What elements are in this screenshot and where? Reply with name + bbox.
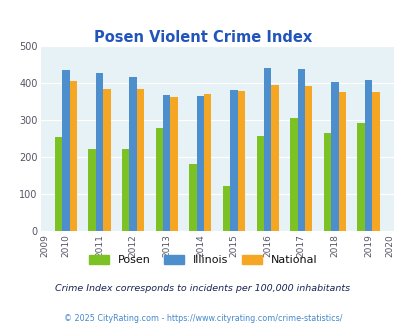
Bar: [62, 70, 69, 231]
Bar: [122, 149, 129, 231]
Text: © 2025 CityRating.com - https://www.cityrating.com/crime-statistics/: © 2025 CityRating.com - https://www.city…: [64, 314, 341, 323]
Bar: [371, 92, 379, 231]
Bar: [256, 136, 263, 231]
Bar: [263, 68, 271, 231]
Bar: [189, 164, 196, 231]
Bar: [129, 77, 136, 231]
Bar: [96, 73, 103, 231]
Bar: [237, 90, 245, 231]
Bar: [271, 84, 278, 231]
Legend: Posen, Illinois, National: Posen, Illinois, National: [89, 255, 316, 265]
Bar: [338, 92, 345, 231]
Bar: [136, 89, 144, 231]
Bar: [196, 96, 204, 231]
Bar: [170, 97, 177, 231]
Bar: [357, 123, 364, 231]
Bar: [290, 117, 297, 231]
Bar: [222, 186, 230, 231]
Bar: [155, 127, 163, 231]
Bar: [323, 133, 330, 231]
Bar: [297, 69, 304, 231]
Bar: [364, 80, 371, 231]
Bar: [230, 90, 237, 231]
Text: Posen Violent Crime Index: Posen Violent Crime Index: [94, 30, 311, 45]
Bar: [304, 86, 311, 231]
Bar: [55, 137, 62, 231]
Bar: [330, 82, 338, 231]
Bar: [163, 95, 170, 231]
Bar: [204, 93, 211, 231]
Bar: [103, 89, 110, 231]
Bar: [69, 81, 77, 231]
Text: Crime Index corresponds to incidents per 100,000 inhabitants: Crime Index corresponds to incidents per…: [55, 284, 350, 293]
Bar: [88, 149, 96, 231]
